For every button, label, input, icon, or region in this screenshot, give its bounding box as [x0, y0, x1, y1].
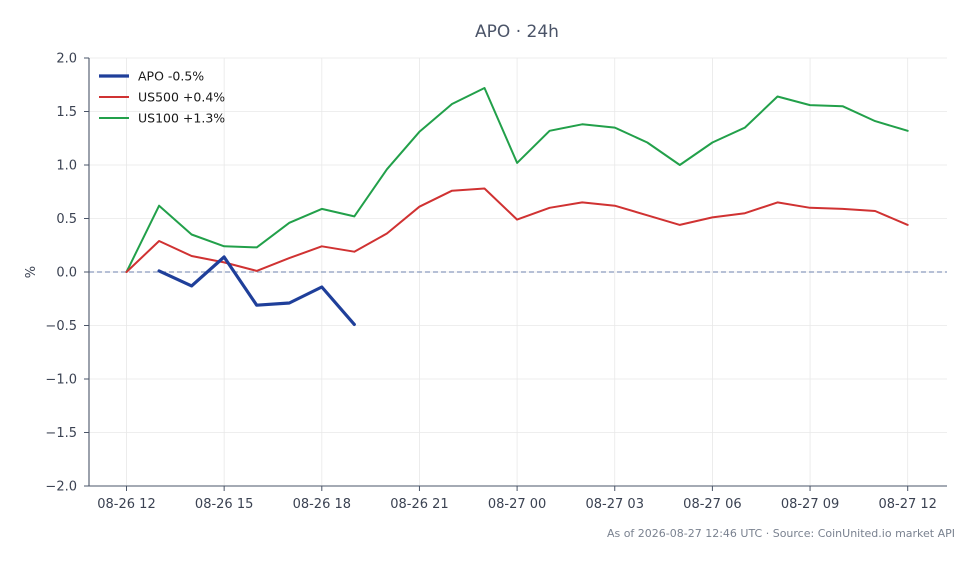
legend-label-apo: APO -0.5% [138, 69, 204, 84]
y-axis-label: % [24, 266, 39, 278]
chart-title: APO · 24h [475, 22, 559, 42]
y-tick-label: 1.0 [56, 159, 77, 174]
x-axis-ticks: 08-26 12 08-26 15 08-26 18 08-26 21 08-27 00… [97, 486, 937, 512]
x-tick-label: 08-27 09 [781, 497, 839, 512]
x-tick-label: 08-26 15 [195, 497, 253, 512]
series-line-us500 [125, 187, 909, 273]
y-tick-label: 0.5 [56, 212, 77, 227]
x-tick-label: 08-27 12 [878, 497, 936, 512]
x-tick-label: 08-26 18 [293, 497, 351, 512]
series-line-us100 [125, 87, 909, 273]
y-tick-label: 1.5 [56, 105, 77, 120]
y-axis-ticks: 2.0 1.5 1.0 0.5 0.0 −0.5 −1.0 −1.5 −2.0 [45, 52, 89, 495]
y-tick-label: −1.5 [45, 426, 77, 441]
legend-label-us100: US100 +1.3% [138, 111, 225, 126]
y-tick-label: 2.0 [56, 52, 77, 67]
series-line-apo [157, 255, 356, 326]
x-tick-label: 08-27 00 [488, 497, 546, 512]
y-tick-label: 0.0 [56, 266, 77, 281]
x-tick-label: 08-27 03 [586, 497, 644, 512]
y-tick-label: −0.5 [45, 319, 77, 334]
y-tick-label: −2.0 [45, 480, 77, 495]
x-tick-label: 08-26 21 [390, 497, 448, 512]
x-tick-label: 08-27 06 [683, 497, 741, 512]
source-footer: As of 2026-08-27 12:46 UTC · Source: Coi… [607, 527, 955, 540]
legend: APO -0.5% US500 +0.4% US100 +1.3% [99, 69, 225, 126]
series-layer [125, 87, 909, 326]
legend-label-us500: US500 +0.4% [138, 90, 225, 105]
x-tick-label: 08-26 12 [97, 497, 155, 512]
y-tick-label: −1.0 [45, 373, 77, 388]
